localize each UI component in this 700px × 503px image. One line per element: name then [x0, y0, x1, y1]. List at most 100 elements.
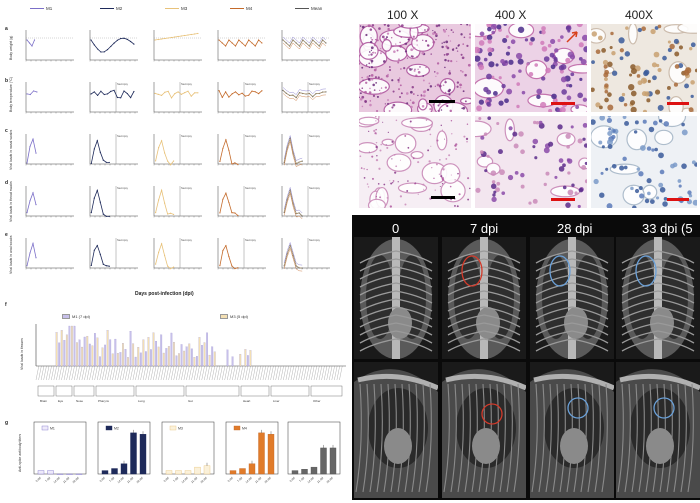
tissue-cell — [554, 48, 559, 53]
rib — [457, 383, 464, 493]
tissue-cell — [445, 158, 448, 160]
x-tick-label — [127, 365, 131, 381]
tissue-cell — [428, 82, 431, 85]
tissue-cell — [611, 70, 618, 76]
tissue-cell — [403, 67, 406, 70]
rib — [483, 298, 521, 312]
antibody-y-label: Anti-spike antibody titers — [18, 433, 22, 472]
series-point — [154, 92, 156, 94]
series-point — [238, 39, 240, 41]
tissue-cell — [383, 24, 386, 26]
x-tick-label — [318, 365, 322, 381]
tissue-cell — [574, 191, 578, 195]
tissue-cell — [367, 78, 371, 81]
tissue-cell — [543, 56, 550, 62]
x-tick-label — [120, 365, 124, 381]
tissue-cell — [492, 91, 498, 96]
mini-plot-svg: Necropsy — [217, 134, 266, 166]
rib — [657, 322, 695, 336]
series-point — [116, 39, 118, 41]
tissue-cell — [692, 199, 697, 206]
tissue-cell — [651, 62, 657, 68]
x-tick-label — [46, 365, 50, 381]
tissue-legend-m3: M3 (5 dpi) — [220, 314, 248, 319]
tissue-cell — [359, 82, 361, 85]
tissue-cell — [425, 39, 428, 43]
tissue-group-bracket — [95, 385, 135, 397]
rib — [621, 298, 659, 312]
tissue-legend-m1: M1 (7 dpi) — [62, 314, 90, 319]
tissue-cell — [414, 182, 416, 185]
rib — [538, 383, 545, 493]
tissue-cell — [457, 172, 459, 175]
tissue-cell — [602, 59, 609, 66]
tissue-cell — [518, 131, 524, 137]
tissue-cell — [493, 190, 497, 194]
tissue-cell — [369, 100, 372, 102]
tissue-cell — [467, 198, 470, 201]
tissue-cell — [408, 67, 411, 70]
rib — [447, 322, 485, 336]
series-point — [96, 244, 98, 247]
tissue-cell — [646, 178, 652, 184]
series-point — [32, 242, 34, 244]
rib — [631, 383, 638, 493]
x-tick-label — [51, 365, 55, 381]
tissue-cell — [659, 187, 666, 193]
x-tick-label — [107, 365, 111, 381]
rib — [395, 322, 433, 336]
x-tick-label — [244, 365, 249, 381]
series-line-overlay — [283, 241, 303, 266]
tissue-cell — [400, 68, 402, 70]
series-point — [93, 148, 95, 150]
tissue-cell — [442, 168, 445, 171]
tissue-cell — [444, 58, 447, 62]
tissue-bar — [132, 343, 135, 367]
tissue-cell — [443, 29, 447, 33]
series-point — [258, 39, 260, 41]
tissue-cell — [667, 40, 671, 44]
tissue-cell — [578, 42, 584, 48]
tissue-cell — [520, 149, 525, 155]
tissue-cell — [376, 155, 378, 157]
series-point — [155, 263, 157, 265]
tissue-cell — [363, 167, 366, 170]
series-point — [26, 39, 28, 41]
tissue-cell — [636, 167, 640, 171]
tissue-cell — [411, 101, 415, 105]
tissue-cell — [380, 87, 383, 89]
rib — [447, 330, 485, 344]
rib — [483, 266, 521, 280]
tissue-cell — [678, 45, 684, 50]
tissue-cell — [369, 87, 371, 90]
tissue-bar — [188, 343, 191, 367]
x-tick-label — [102, 365, 106, 381]
series-point — [170, 36, 173, 39]
x-tick-label — [158, 365, 162, 381]
tissue-cell — [456, 81, 460, 84]
series-point — [170, 212, 172, 214]
tissue-cell — [583, 46, 587, 53]
tissue-cell — [429, 133, 432, 136]
antibody-bar — [267, 434, 275, 475]
tissue-cell — [464, 73, 467, 77]
x-tick-label — [112, 365, 116, 381]
x-tick-label — [165, 365, 169, 381]
mini-plot-r5-c1 — [24, 236, 76, 272]
series-point — [161, 94, 163, 96]
tissue-group-bracket — [73, 385, 95, 397]
tissue-cell — [491, 196, 497, 203]
tissue-cell — [390, 182, 393, 185]
legend-mean-label: Mean — [311, 6, 323, 11]
tissue-cell — [514, 171, 519, 175]
tissue-cell — [369, 28, 373, 31]
tissue-cell — [398, 88, 400, 91]
tissue-cell — [391, 79, 394, 82]
series-line — [155, 242, 174, 270]
tissue-cell — [449, 70, 451, 72]
rib — [395, 250, 433, 264]
tissue-cell — [508, 126, 513, 131]
tissue-cell — [652, 75, 657, 81]
tissue-cell — [657, 67, 662, 73]
series-point — [225, 244, 227, 247]
